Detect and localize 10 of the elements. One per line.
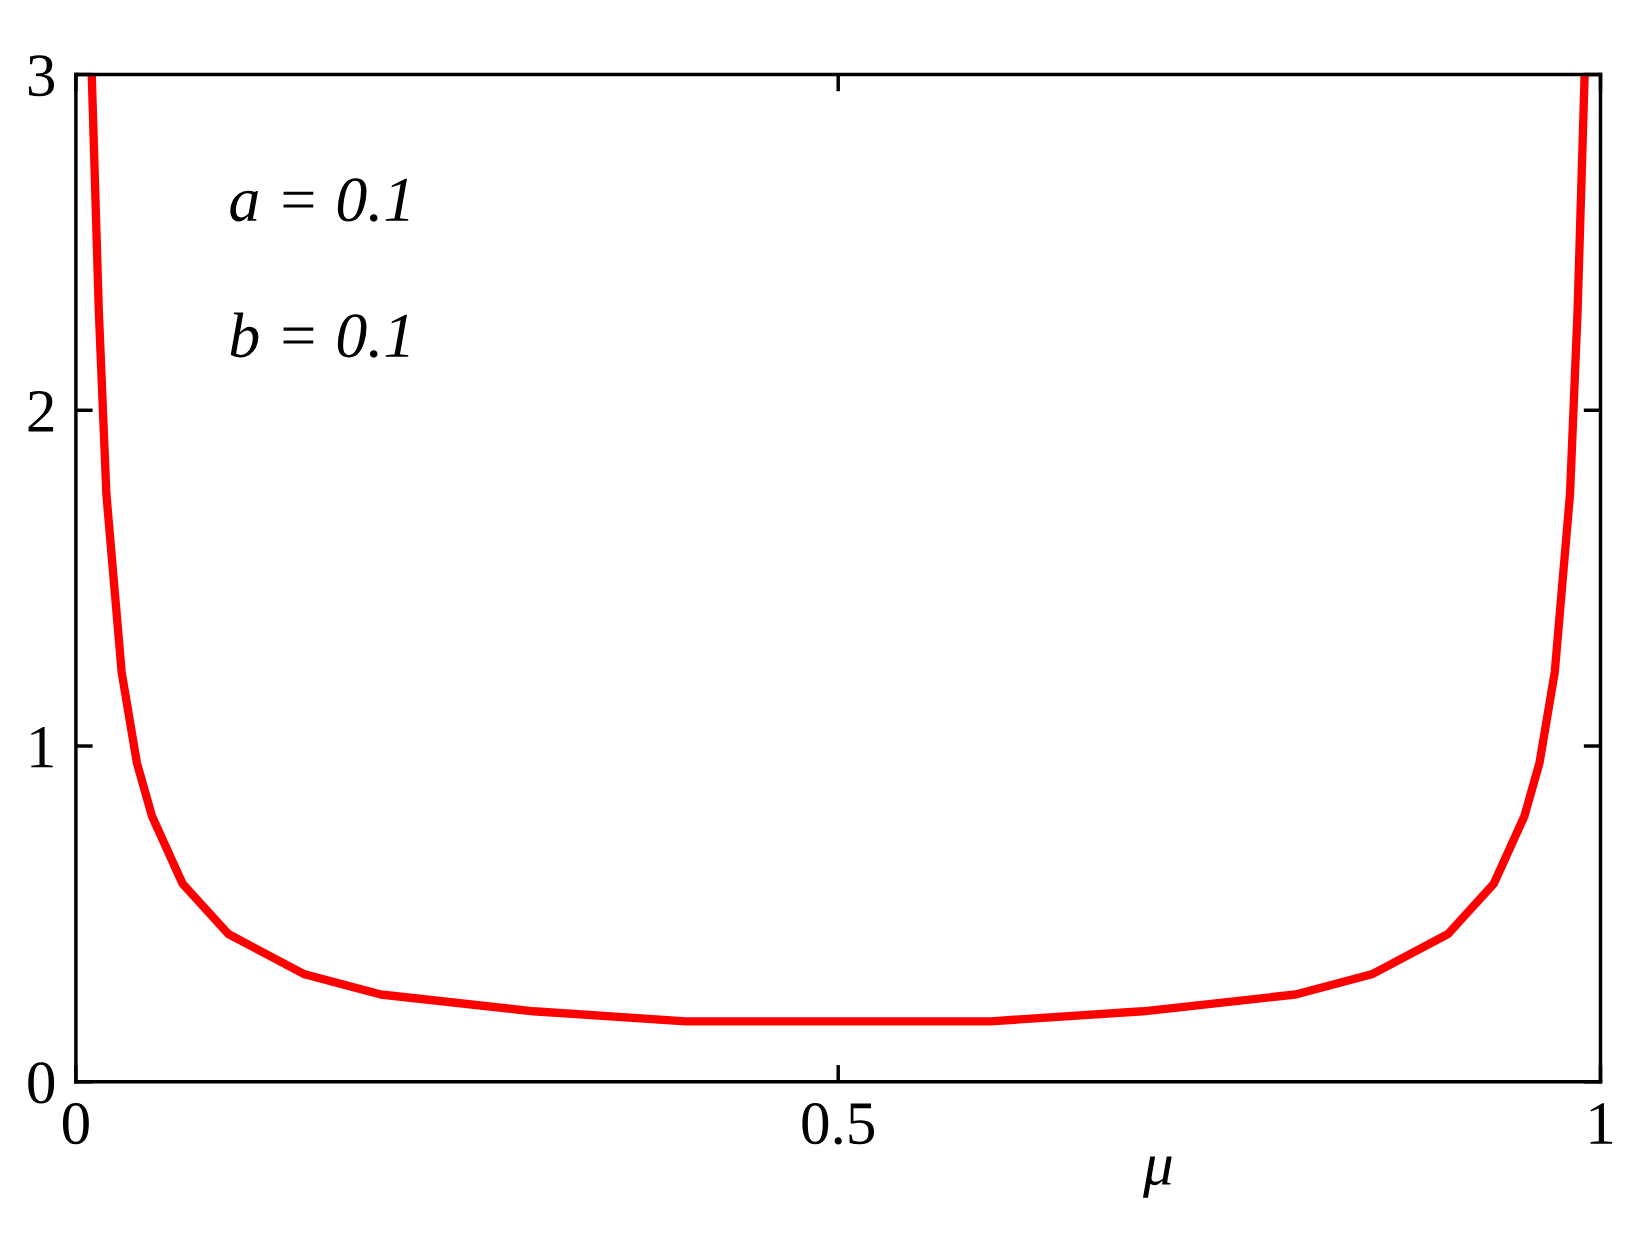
x-tick-label: 1: [1590, 1103, 1613, 1144]
y-tick-label: 1: [31, 726, 53, 768]
annotation: b = 0.1: [230, 312, 409, 358]
x-axis-title: μ: [1142, 1156, 1172, 1198]
x-tick-label: 0: [62, 1102, 89, 1145]
y-tick-label: 0: [28, 1062, 55, 1104]
x-tick-label: 0.5: [802, 1102, 875, 1145]
y-tick-label: 3: [28, 55, 55, 97]
y-tick-label: 2: [28, 391, 54, 432]
annotation: a = 0.1: [230, 178, 409, 222]
